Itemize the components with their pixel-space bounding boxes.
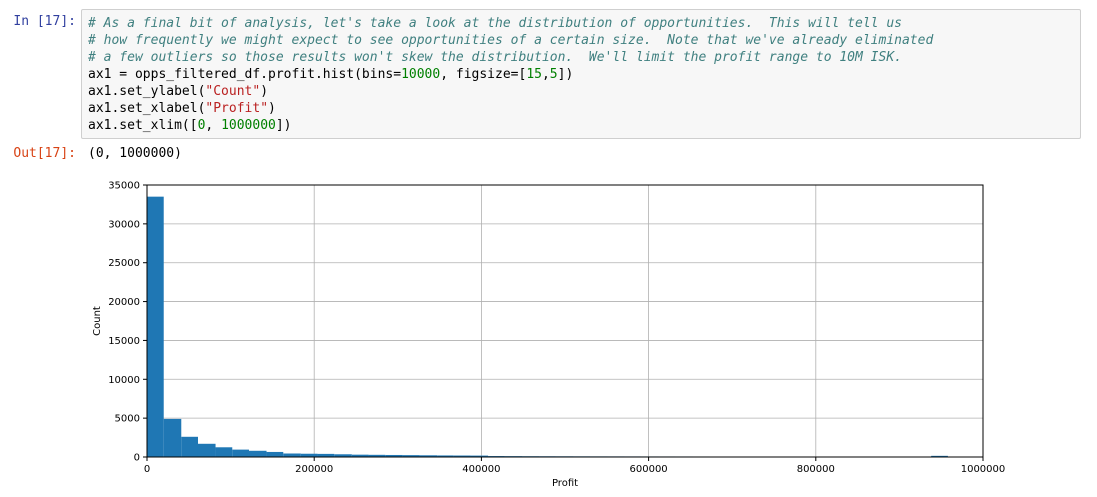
code-token: ) xyxy=(260,84,269,99)
histogram-bar xyxy=(437,455,454,457)
code-token: ax1.set_xlim([ xyxy=(88,118,198,133)
histogram-bar xyxy=(215,447,233,457)
code-token: ]) xyxy=(275,118,292,133)
code-line: ax1 = opps_filtered_df.profit.hist(bins=… xyxy=(88,66,1074,83)
y-tick-label: 30000 xyxy=(108,219,140,230)
code-token: 0 xyxy=(197,118,206,133)
code-token: 5 xyxy=(549,67,558,82)
code-token: ) xyxy=(268,101,276,116)
y-tick-label: 0 xyxy=(134,453,140,464)
code-token: # As a final bit of analysis, let's take… xyxy=(88,16,902,31)
y-tick-label: 15000 xyxy=(108,336,140,347)
code-token: "Profit" xyxy=(205,101,269,116)
x-tick-label: 800000 xyxy=(797,464,835,475)
x-tick-label: 200000 xyxy=(295,464,333,475)
code-token: ax1.set_ylabel( xyxy=(88,84,206,99)
code-token: , figsize=[ xyxy=(440,67,527,82)
code-token: , xyxy=(541,67,550,82)
histogram-bar xyxy=(232,449,249,457)
plot-frame xyxy=(146,184,984,458)
x-axis-label: Profit xyxy=(552,478,578,489)
code-token: # how frequently we might expect to see … xyxy=(88,33,934,48)
code-input-area[interactable]: # As a final bit of analysis, let's take… xyxy=(81,9,1081,139)
histogram-bar xyxy=(317,453,335,457)
histogram-bar xyxy=(453,455,471,457)
code-token: 1000000 xyxy=(221,118,276,133)
x-tick-label: 1000000 xyxy=(961,464,1006,475)
y-tick-label: 5000 xyxy=(115,414,140,425)
histogram-bar xyxy=(163,418,182,457)
x-tick-label: 400000 xyxy=(462,464,500,475)
code-line: # As a final bit of analysis, let's take… xyxy=(88,15,1074,32)
y-tick-label: 10000 xyxy=(108,375,140,386)
code-token: ax1.set_xlabel( xyxy=(88,101,206,116)
code-editor[interactable]: # As a final bit of analysis, let's take… xyxy=(88,15,1074,134)
input-prompt: In [17]: xyxy=(13,14,76,29)
code-token: , xyxy=(205,118,222,133)
histogram-bar xyxy=(266,451,284,457)
y-tick-label: 20000 xyxy=(108,297,140,308)
histogram-bar xyxy=(419,455,438,457)
histogram-bar xyxy=(351,454,369,457)
histogram-bar xyxy=(368,454,386,457)
code-line: ax1.set_xlim([0, 1000000]) xyxy=(88,117,1074,134)
code-line: # a few outliers so those results won't … xyxy=(88,49,1074,66)
histogram-bar xyxy=(931,455,948,457)
code-token: ax1 = opps_filtered_df.profit.hist(bins= xyxy=(88,67,402,82)
code-token: ]) xyxy=(557,67,574,82)
histogram-bar xyxy=(470,455,489,457)
histogram-bar xyxy=(283,453,301,457)
output-text: (0, 1000000) xyxy=(88,146,182,161)
code-token: "Count" xyxy=(205,84,261,99)
y-tick-label: 35000 xyxy=(108,181,140,192)
histogram-bar xyxy=(147,196,164,457)
x-tick-label: 600000 xyxy=(630,464,668,475)
y-axis-label: Count xyxy=(92,306,103,336)
code-line: ax1.set_xlabel("Profit") xyxy=(88,100,1074,117)
histogram-bar xyxy=(300,453,318,457)
y-tick-label: 25000 xyxy=(108,258,140,269)
x-tick-label: 0 xyxy=(144,464,150,475)
code-line: ax1.set_ylabel("Count") xyxy=(88,83,1074,100)
histogram-bar xyxy=(334,454,352,457)
histogram-bar xyxy=(197,443,216,457)
histogram-bar xyxy=(248,450,267,457)
code-token: 15 xyxy=(526,67,542,82)
code-token: # a few outliers so those results won't … xyxy=(88,50,902,65)
histogram-bar xyxy=(385,454,403,457)
output-prompt: Out[17]: xyxy=(13,146,76,161)
histogram-bar xyxy=(402,455,420,457)
code-token: 10000 xyxy=(401,67,441,82)
code-line: # how frequently we might expect to see … xyxy=(88,32,1074,49)
histogram-bar xyxy=(181,436,198,457)
